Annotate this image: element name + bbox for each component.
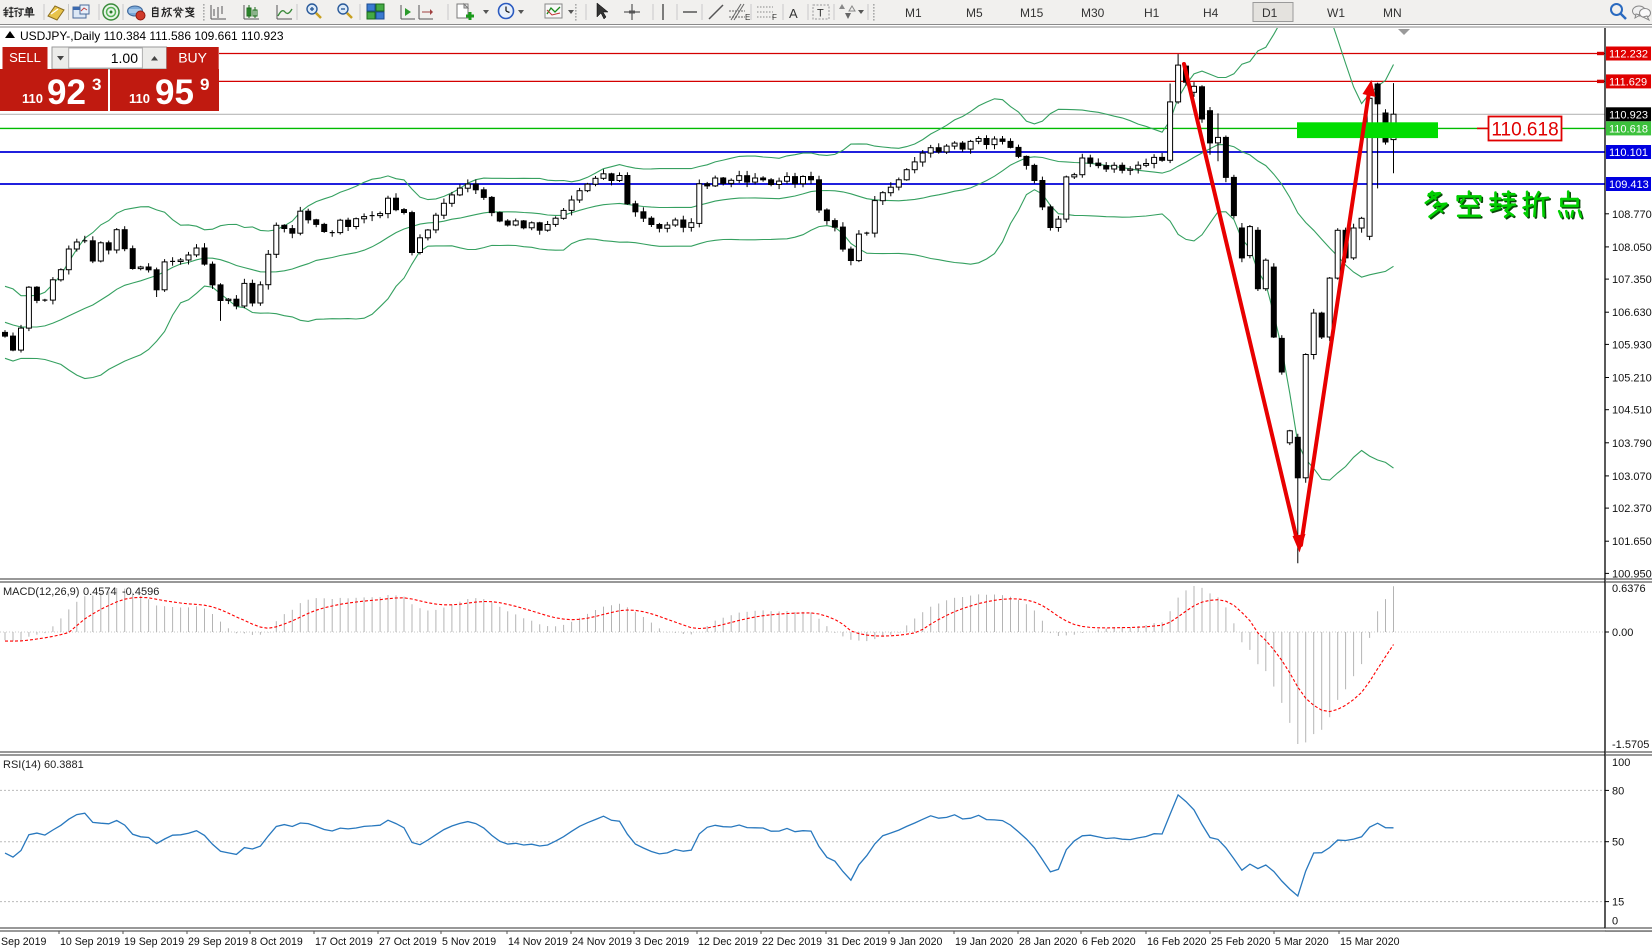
svg-text:108.050: 108.050 (1612, 242, 1652, 254)
svg-text:110: 110 (22, 91, 43, 106)
svg-text:T: T (817, 8, 824, 20)
svg-text:3: 3 (92, 75, 101, 94)
svg-text:95: 95 (155, 73, 194, 112)
svg-text:19 Sep 2019: 19 Sep 2019 (124, 936, 184, 948)
svg-text:19 Jan 2020: 19 Jan 2020 (955, 936, 1013, 948)
svg-text:25 Feb 2020: 25 Feb 2020 (1211, 936, 1271, 948)
svg-text:29 Sep 2019: 29 Sep 2019 (188, 936, 248, 948)
svg-text:104.510: 104.510 (1612, 405, 1652, 417)
svg-text:9 Jan 2020: 9 Jan 2020 (890, 936, 943, 948)
svg-text:W1: W1 (1327, 6, 1345, 20)
svg-text:105.210: 105.210 (1612, 373, 1652, 385)
svg-text:105.930: 105.930 (1612, 339, 1652, 351)
svg-text:24 Nov 2019: 24 Nov 2019 (572, 936, 632, 948)
svg-text:14 Nov 2019: 14 Nov 2019 (508, 936, 568, 948)
svg-text:1.00: 1.00 (111, 50, 138, 66)
svg-text:22 Dec 2019: 22 Dec 2019 (762, 936, 822, 948)
svg-text:103.790: 103.790 (1612, 438, 1652, 450)
svg-text:MACD(12,26,9): MACD(12,26,9) (3, 586, 79, 598)
svg-text:0: 0 (1612, 916, 1618, 928)
svg-text:92: 92 (47, 73, 86, 112)
svg-text:BUY: BUY (178, 50, 207, 66)
svg-text:0.4574: 0.4574 (83, 586, 117, 598)
svg-text:28 Jan 2020: 28 Jan 2020 (1019, 936, 1077, 948)
svg-text:0.00: 0.00 (1612, 627, 1633, 639)
svg-text:Sep 2019: Sep 2019 (1, 936, 46, 948)
svg-text:15: 15 (1612, 897, 1624, 909)
svg-text:110.101: 110.101 (1609, 147, 1648, 159)
svg-text:17 Oct 2019: 17 Oct 2019 (315, 936, 373, 948)
svg-text:112.232: 112.232 (1609, 49, 1648, 61)
svg-text:80: 80 (1612, 785, 1624, 797)
svg-text:50: 50 (1612, 837, 1624, 849)
svg-text:101.650: 101.650 (1612, 536, 1652, 548)
svg-text:-1.5705: -1.5705 (1612, 739, 1649, 751)
svg-text:A: A (789, 6, 798, 21)
svg-text:6 Feb 2020: 6 Feb 2020 (1082, 936, 1136, 948)
svg-text:31 Dec 2019: 31 Dec 2019 (827, 936, 887, 948)
svg-text:110.923: 110.923 (1609, 110, 1648, 122)
svg-text:110.618: 110.618 (1491, 119, 1558, 140)
svg-text:16 Feb 2020: 16 Feb 2020 (1147, 936, 1207, 948)
svg-text:-0.4596: -0.4596 (122, 586, 159, 598)
svg-text:100.950: 100.950 (1612, 568, 1652, 580)
svg-text:60.3881: 60.3881 (44, 759, 84, 771)
svg-text:100: 100 (1612, 757, 1630, 769)
svg-text:M30: M30 (1081, 6, 1105, 20)
svg-text:106.630: 106.630 (1612, 307, 1652, 319)
svg-text:110.618: 110.618 (1609, 124, 1648, 136)
svg-text:D1: D1 (1262, 6, 1278, 20)
svg-text:5 Mar 2020: 5 Mar 2020 (1275, 936, 1329, 948)
svg-text:107.350: 107.350 (1612, 274, 1652, 286)
svg-text:H4: H4 (1203, 6, 1219, 20)
svg-text:3 Dec 2019: 3 Dec 2019 (635, 936, 689, 948)
svg-text:5 Nov 2019: 5 Nov 2019 (442, 936, 496, 948)
svg-text:H1: H1 (1144, 6, 1160, 20)
svg-text:27 Oct 2019: 27 Oct 2019 (379, 936, 437, 948)
svg-text:15 Mar 2020: 15 Mar 2020 (1340, 936, 1400, 948)
svg-text:102.370: 102.370 (1612, 503, 1652, 515)
svg-text:10 Sep 2019: 10 Sep 2019 (60, 936, 120, 948)
svg-text:RSI(14): RSI(14) (3, 759, 41, 771)
svg-text:E: E (745, 13, 750, 22)
svg-text:F: F (772, 13, 777, 22)
svg-text:111.629: 111.629 (1609, 77, 1647, 89)
svg-text:12 Dec 2019: 12 Dec 2019 (698, 936, 758, 948)
svg-text:M15: M15 (1020, 6, 1044, 20)
svg-text:0.6376: 0.6376 (1612, 583, 1646, 595)
svg-text:M1: M1 (905, 6, 922, 20)
svg-text:110: 110 (129, 91, 150, 106)
svg-text:108.770: 108.770 (1612, 209, 1652, 221)
svg-text:M5: M5 (966, 6, 983, 20)
svg-text:USDJPY-,Daily 110.384 111.586: USDJPY-,Daily 110.384 111.586 109.661 11… (20, 29, 284, 43)
svg-text:109.413: 109.413 (1609, 179, 1649, 191)
svg-text:103.070: 103.070 (1612, 471, 1652, 483)
svg-text:SELL: SELL (9, 50, 41, 65)
svg-text:9: 9 (200, 75, 209, 94)
svg-text:8 Oct 2019: 8 Oct 2019 (251, 936, 303, 948)
svg-text:MN: MN (1383, 6, 1402, 20)
